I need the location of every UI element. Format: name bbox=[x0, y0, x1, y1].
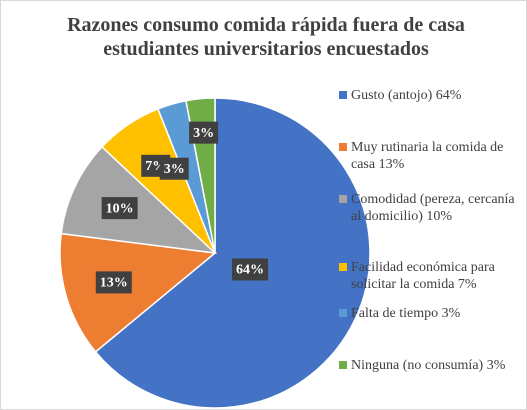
legend-label: Falta de tiempo 3% bbox=[351, 306, 461, 321]
data-label-text: 3% bbox=[193, 126, 214, 141]
legend-label: Gusto (antojo) 64% bbox=[351, 88, 462, 103]
chart-title: Razones consumo comida rápida fuera de c… bbox=[67, 14, 465, 60]
legend-label: Facilidad económica para solicitar la co… bbox=[351, 260, 495, 292]
legend-entry: Muy rutinaria la comida de casa 13% bbox=[339, 139, 524, 173]
data-label-box bbox=[95, 271, 132, 294]
pie-slice bbox=[59, 232, 217, 353]
legend-marker bbox=[339, 263, 347, 271]
data-label-box bbox=[232, 258, 269, 281]
pie-slice bbox=[94, 97, 371, 409]
data-label: 10% bbox=[101, 197, 138, 220]
data-label-text: 13% bbox=[100, 276, 128, 291]
pie-slice bbox=[60, 145, 218, 255]
legend-entry: Ninguna (no consumía) 3% bbox=[339, 357, 524, 374]
legend-label: Comodidad (pereza, cercanía al domicilio… bbox=[351, 192, 515, 224]
legend-entry: Comodidad (pereza, cercanía al domicilio… bbox=[339, 191, 524, 225]
legend-entry: Facilidad económica para solicitar la co… bbox=[339, 259, 524, 293]
data-label-text: 3% bbox=[164, 162, 185, 177]
legend-entry: Gusto (antojo) 64% bbox=[339, 87, 524, 104]
data-label-text: 64% bbox=[236, 263, 264, 278]
legend-marker bbox=[339, 91, 347, 99]
data-label: 3% bbox=[189, 121, 219, 144]
data-label: 64% bbox=[232, 258, 269, 281]
legend-marker bbox=[339, 309, 347, 317]
data-label: 3% bbox=[159, 157, 189, 180]
data-label-box bbox=[159, 157, 189, 180]
legend-label: Muy rutinaria la comida de casa 13% bbox=[351, 140, 504, 172]
data-label: 13% bbox=[95, 271, 132, 294]
legend-marker bbox=[339, 361, 347, 369]
data-label-box bbox=[189, 121, 219, 144]
data-label-text: 10% bbox=[106, 201, 134, 216]
data-label-box bbox=[101, 197, 138, 220]
legend-label: Ninguna (no consumía) 3% bbox=[351, 358, 506, 373]
legend-marker bbox=[339, 195, 347, 203]
legend-marker bbox=[339, 143, 347, 151]
legend-entry: Falta de tiempo 3% bbox=[339, 305, 524, 322]
